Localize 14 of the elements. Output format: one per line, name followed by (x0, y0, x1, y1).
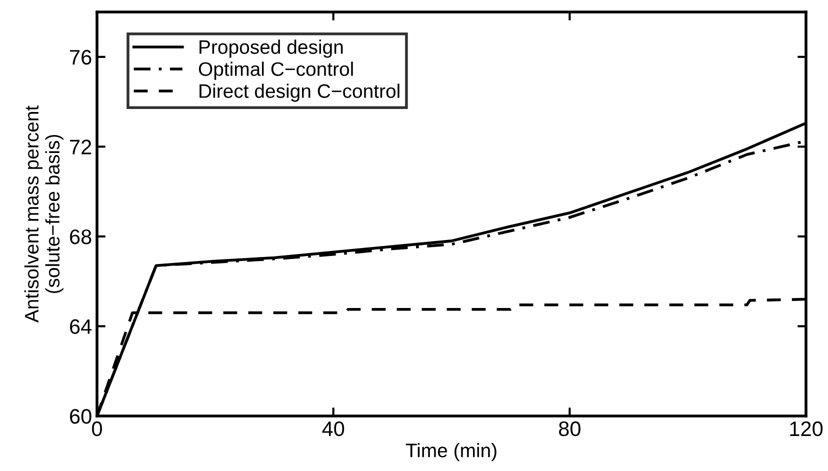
x-axis-title: Time (min) (406, 443, 496, 462)
x-tick-label: 80 (558, 421, 580, 436)
y-tick-label: 72 (70, 140, 92, 154)
legend-label: Direct design C−control (200, 84, 400, 102)
legend-label: Proposed design (200, 40, 343, 58)
y-tick-label: 60 (70, 409, 92, 424)
legend-label: Optimal C−control (198, 62, 353, 80)
y-axis-title: Antisolvent mass percent (solute−free basis) (24, 106, 64, 323)
y-tick-label: 64 (70, 319, 92, 334)
x-tick-label: 120 (790, 421, 823, 436)
x-tick-label: 0 (92, 421, 102, 436)
y-tick-label: 68 (70, 229, 92, 244)
y-tick-label: 76 (70, 50, 92, 65)
x-tick-label: 40 (322, 421, 344, 436)
